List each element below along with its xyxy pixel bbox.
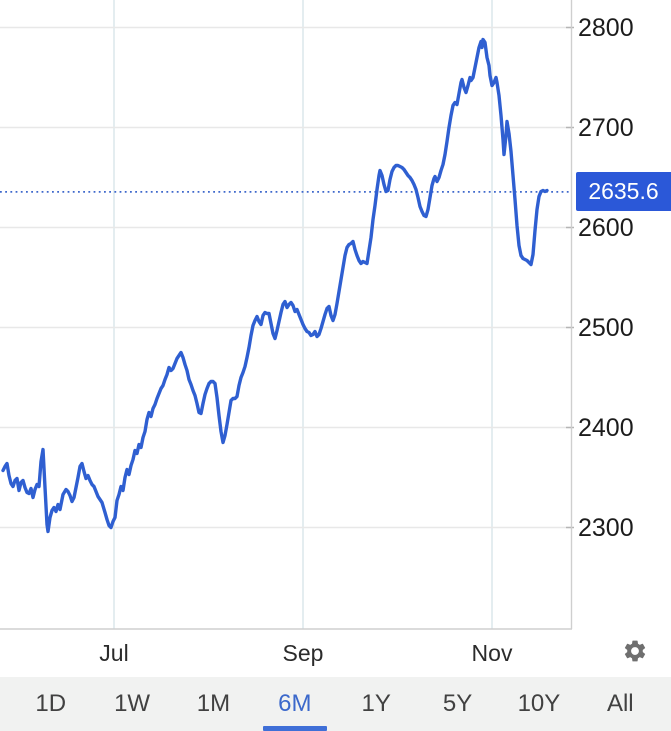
y-axis-label: 2500 <box>578 313 634 342</box>
range-tabbar: 1D 1W 1M 6M 1Y 5Y 10Y All <box>0 677 671 731</box>
range-tab-6m[interactable]: 6M <box>254 677 335 731</box>
settings-button[interactable] <box>621 638 649 666</box>
x-axis-label-jul: Jul <box>99 640 129 666</box>
y-axis-label: 2300 <box>578 513 634 542</box>
range-tab-5y[interactable]: 5Y <box>417 677 498 731</box>
x-axis-label-nov: Nov <box>471 640 513 666</box>
gear-icon <box>624 640 646 662</box>
range-tab-1d[interactable]: 1D <box>10 677 91 731</box>
y-axis-label: 2400 <box>578 413 634 442</box>
x-axis: Jul Sep Nov <box>0 630 671 677</box>
x-axis-label-sep: Sep <box>282 640 324 666</box>
range-tab-10y[interactable]: 10Y <box>498 677 579 731</box>
y-axis-label: 2600 <box>578 213 634 242</box>
y-axis-label: 2800 <box>578 13 634 42</box>
price-chart[interactable]: 2800 2700 2600 2500 2400 2300 2635.6 <box>0 0 671 630</box>
price-line <box>1 37 549 534</box>
range-tab-1y[interactable]: 1Y <box>336 677 417 731</box>
range-tab-all[interactable]: All <box>580 677 661 731</box>
current-price-badge: 2635.6 <box>576 172 671 212</box>
range-tab-1m[interactable]: 1M <box>173 677 254 731</box>
chart-canvas <box>0 0 574 630</box>
range-tab-1w[interactable]: 1W <box>91 677 172 731</box>
y-axis-label: 2700 <box>578 113 634 142</box>
